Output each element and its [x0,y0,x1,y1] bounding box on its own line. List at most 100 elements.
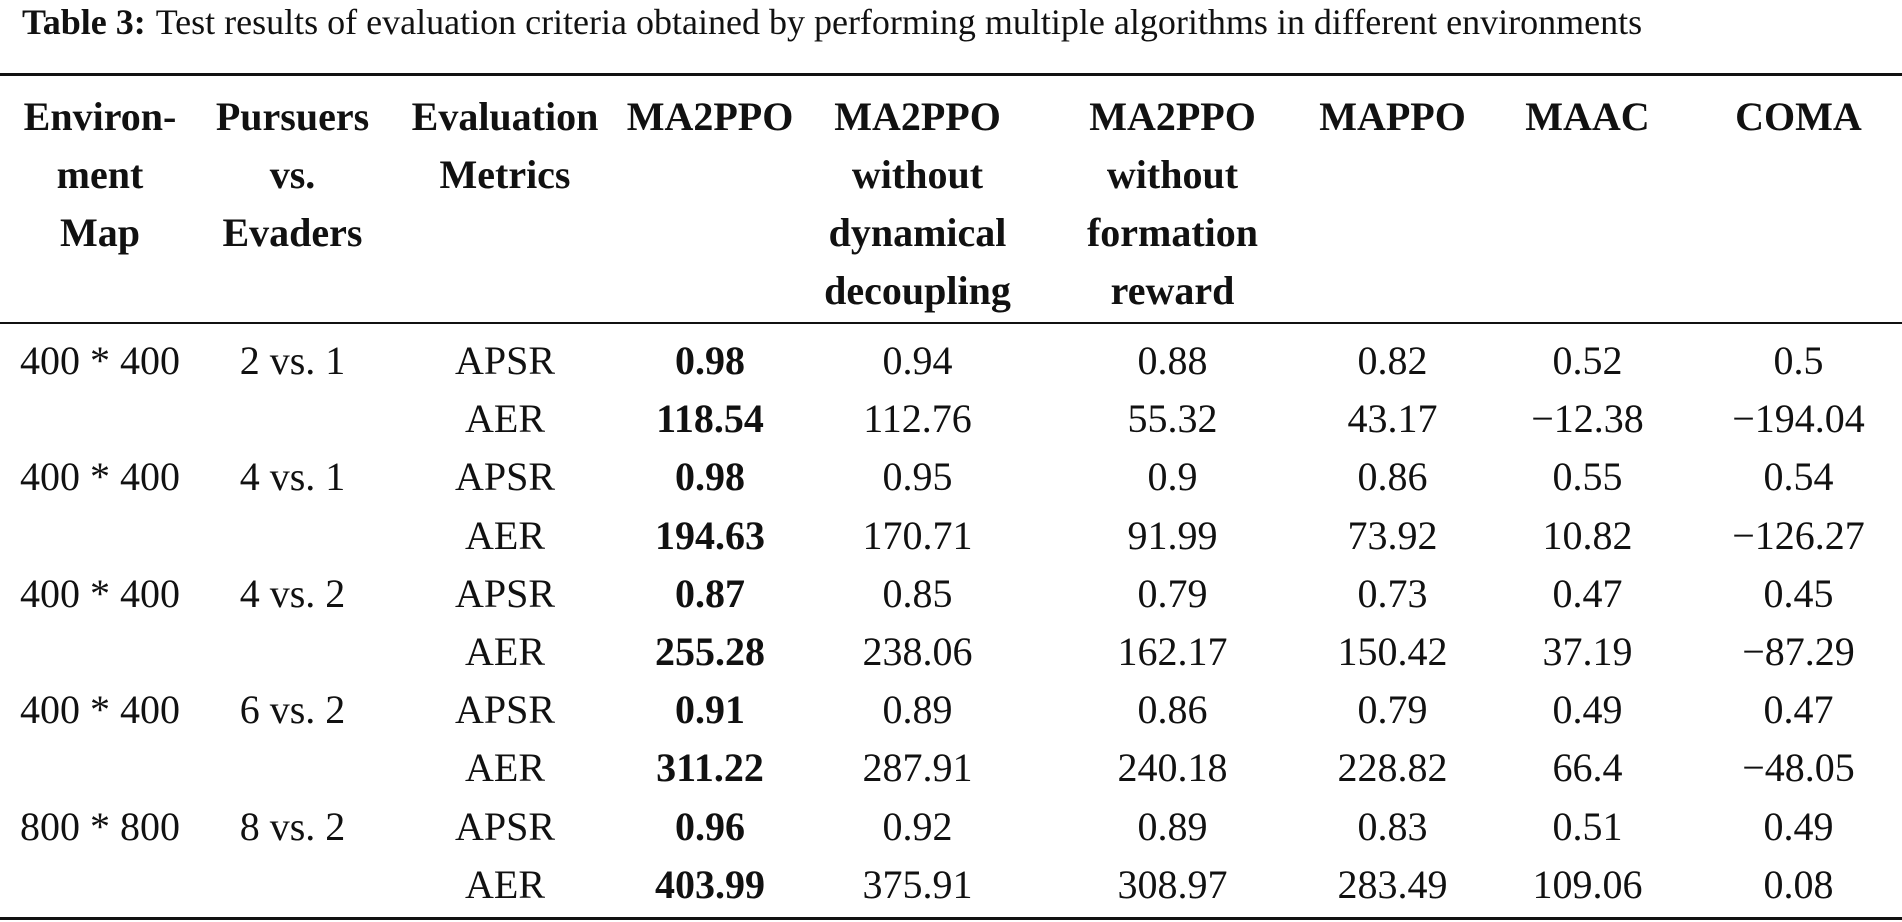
column-header-line: formation [1086,210,1259,255]
column-header: Environ-ment Map [0,76,200,320]
pursuers-vs-evaders-cell: 4 vs. 2 [239,570,346,616]
result-value-cell: 0.85 [882,570,953,616]
table-row: AER 403.99 375.91 308.97 283.49 109.06 0.08 [0,856,1902,914]
result-value-cell: 228.82 [1337,745,1448,791]
table-header-row: Environ-ment Map Pursuers vs. Evaders Evaluat… [0,76,1902,320]
result-value-cell: 255.28 [655,629,765,675]
column-header-line: MAAC [1525,94,1650,139]
pursuers-vs-evaders-cell: 2 vs. 1 [239,338,346,384]
result-value-cell: 0.96 [675,803,745,849]
result-value-cell: 240.18 [1117,745,1228,791]
result-value-cell: 0.98 [675,338,745,384]
column-header-line: MAPPO [1319,94,1466,139]
evaluation-metric-cell: AER [465,629,545,675]
environment-map-cell [0,856,200,914]
evaluation-metric-cell: AER [465,396,545,442]
result-value-cell: 0.79 [1137,570,1208,616]
column-header-line: MA2PPO [1089,94,1256,139]
result-value-cell: 0.55 [1552,454,1623,500]
column-header-line: without [851,152,984,197]
result-value-cell: 162.17 [1117,629,1228,675]
pursuers-vs-evaders-cell [200,856,385,914]
environment-map-cell: 400 * 400 [20,454,180,500]
result-value-cell: 0.95 [882,454,953,500]
result-value-cell: 0.86 [1357,454,1428,500]
result-value-cell: 43.17 [1347,396,1438,442]
result-value-cell: 0.87 [675,570,745,616]
result-value-cell: 0.54 [1763,454,1834,500]
column-header-line: dynamical [828,210,1007,255]
result-value-cell: 0.52 [1552,338,1623,384]
column-header: COMA [1695,76,1902,320]
result-value-cell: 118.54 [656,396,764,442]
result-value-cell: 55.32 [1127,396,1218,442]
result-value-cell: 403.99 [655,861,765,907]
environment-map-cell: 400 * 400 [20,338,180,384]
result-value-cell: −194.04 [1732,396,1865,442]
table-row: AER 255.28 238.06 162.17 150.42 37.19 −87.29 [0,623,1902,681]
result-value-cell: 10.82 [1542,512,1633,558]
result-value-cell: 37.19 [1542,629,1633,675]
environment-map-cell [0,623,200,681]
result-value-cell: 0.83 [1357,803,1428,849]
result-value-cell: 0.9 [1147,454,1198,500]
pursuers-vs-evaders-cell [200,623,385,681]
result-value-cell: 287.91 [862,745,973,791]
evaluation-metric-cell: APSR [454,338,556,384]
results-table: Environ-ment Map Pursuers vs. Evaders Evaluat… [0,76,1902,914]
pursuers-vs-evaders-cell: 6 vs. 2 [239,687,346,733]
column-header-line: Environ- [23,94,177,139]
result-value-cell: 308.97 [1117,861,1228,907]
pursuers-vs-evaders-cell [200,390,385,448]
evaluation-metric-cell: APSR [454,687,556,733]
environment-map-cell [0,390,200,448]
result-value-cell: 73.92 [1347,512,1438,558]
column-header-line: ment [56,152,144,197]
result-value-cell: 0.47 [1763,687,1834,733]
result-value-cell: 194.63 [655,512,765,558]
result-value-cell: 0.89 [1137,803,1208,849]
result-value-cell: 0.47 [1552,570,1623,616]
table-spacer-row [0,320,1902,332]
column-header-line: vs. [269,152,316,197]
table-row: AER 194.63 170.71 91.99 73.92 10.82 −126.27 [0,507,1902,565]
column-header-line: MA2PPO [626,94,794,139]
result-value-cell: 0.73 [1357,570,1428,616]
table-row: AER 118.54 112.76 55.32 43.17 −12.38 −194.04 [0,390,1902,448]
table-caption-label: Table 3: [22,2,146,42]
result-value-cell: 0.91 [675,687,745,733]
table-bottom-rule [0,917,1902,920]
column-header: Pursuers vs. Evaders [200,76,385,320]
table-row: 400 * 400 4 vs. 1 APSR 0.98 0.95 0.9 0.86 0.55 0… [0,448,1902,506]
evaluation-metric-cell: APSR [454,570,556,616]
result-value-cell: 0.86 [1137,687,1208,733]
pursuers-vs-evaders-cell: 8 vs. 2 [239,803,346,849]
table-row: AER 311.22 287.91 240.18 228.82 66.4 −48.05 [0,739,1902,797]
table-row: 400 * 400 6 vs. 2 APSR 0.91 0.89 0.86 0.79 0.49… [0,681,1902,739]
result-value-cell: 283.49 [1337,861,1448,907]
column-header-line: Map [60,210,140,255]
column-header: Evaluation Metrics [385,76,625,320]
column-header-line: MA2PPO [834,94,1001,139]
table-row: 400 * 400 4 vs. 2 APSR 0.87 0.85 0.79 0.73 0.47… [0,565,1902,623]
pursuers-vs-evaders-cell [200,739,385,797]
table-row: 800 * 800 8 vs. 2 APSR 0.96 0.92 0.89 0.83 0.51… [0,798,1902,856]
result-value-cell: 0.51 [1552,803,1623,849]
environment-map-cell: 400 * 400 [20,687,180,733]
environment-map-cell: 400 * 400 [20,570,180,616]
column-header-line: Pursuers [215,94,370,139]
column-header-line: reward [1110,268,1235,313]
result-value-cell: 0.92 [882,803,953,849]
result-value-cell: 0.79 [1357,687,1428,733]
column-header-line: decoupling [824,268,1011,313]
result-value-cell: 311.22 [656,745,764,791]
result-value-cell: 375.91 [862,861,973,907]
column-header: MAAC [1480,76,1695,320]
result-value-cell: −87.29 [1742,629,1855,675]
table-caption-text: Test results of evaluation criteria obta… [155,2,1643,42]
result-value-cell: 150.42 [1337,629,1448,675]
table-row: 400 * 400 2 vs. 1 APSR 0.98 0.94 0.88 0.82 0.52… [0,332,1902,390]
evaluation-metric-cell: APSR [454,454,556,500]
result-value-cell: −126.27 [1732,512,1865,558]
